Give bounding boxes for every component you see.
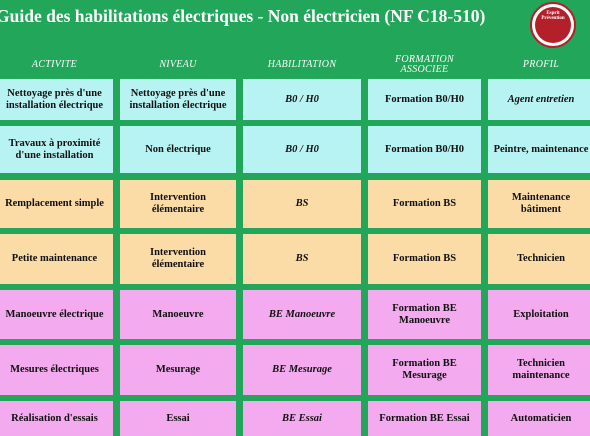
- table-cell: Peintre, maintenance: [488, 126, 590, 173]
- table-cell: Exploitation: [488, 290, 590, 339]
- table-cell: BE Essai: [243, 401, 361, 436]
- table-cell: Non électrique: [120, 126, 236, 173]
- logo-text: Esprit Prévention: [535, 7, 571, 43]
- table-cell: Remplacement simple: [0, 180, 113, 228]
- table-cell: B0 / H0: [243, 126, 361, 173]
- table-cell: Manoeuvre électrique: [0, 290, 113, 339]
- column-header: ACTIVITE: [31, 59, 78, 70]
- table-cell: Nettoyage près d'une installation électr…: [0, 79, 113, 120]
- table-cell: Formation B0/H0: [368, 79, 481, 120]
- column-header: HABILITATION: [267, 59, 337, 70]
- column-header: NIVEAU: [159, 59, 197, 70]
- table-cell: Essai: [120, 401, 236, 436]
- table-cell: Travaux à proximité d'une installation: [0, 126, 113, 173]
- table-cell: BS: [243, 180, 361, 228]
- table-cell: Maintenance bâtiment: [488, 180, 590, 228]
- table-cell: Formation BE Essai: [368, 401, 481, 436]
- table-cell: Mesures électriques: [0, 345, 113, 395]
- table-cell: Petite maintenance: [0, 234, 113, 284]
- title: Guide des habilitations électriques - No…: [0, 6, 486, 26]
- table-cell: Réalisation d'essais: [0, 401, 113, 436]
- table-cell: Formation BE Manoeuvre: [368, 290, 481, 339]
- table-cell: Manoeuvre: [120, 290, 236, 339]
- table-cell: Formation BS: [368, 234, 481, 284]
- column-header: PROFIL: [522, 59, 560, 70]
- table-cell: Nettoyage près d'une installation électr…: [120, 79, 236, 120]
- table-cell: BE Mesurage: [243, 345, 361, 395]
- table-cell: Formation B0/H0: [368, 126, 481, 173]
- table-cell: B0 / H0: [243, 79, 361, 120]
- table-cell: Technicien: [488, 234, 590, 284]
- column-header: FORMATION ASSOCIEE: [395, 54, 454, 75]
- table-cell: Agent entretien: [488, 79, 590, 120]
- table-cell: Formation BS: [368, 180, 481, 228]
- table-cell: Technicien maintenance: [488, 345, 590, 395]
- table-cell: Intervention élémentaire: [120, 234, 236, 284]
- logo: Esprit Prévention: [530, 2, 576, 48]
- table-cell: BE Manoeuvre: [243, 290, 361, 339]
- table-cell: Formation BE Mesurage: [368, 345, 481, 395]
- table-cell: BS: [243, 234, 361, 284]
- table-cell: Mesurage: [120, 345, 236, 395]
- table-cell: Automaticien: [488, 401, 590, 436]
- table-cell: Intervention élémentaire: [120, 180, 236, 228]
